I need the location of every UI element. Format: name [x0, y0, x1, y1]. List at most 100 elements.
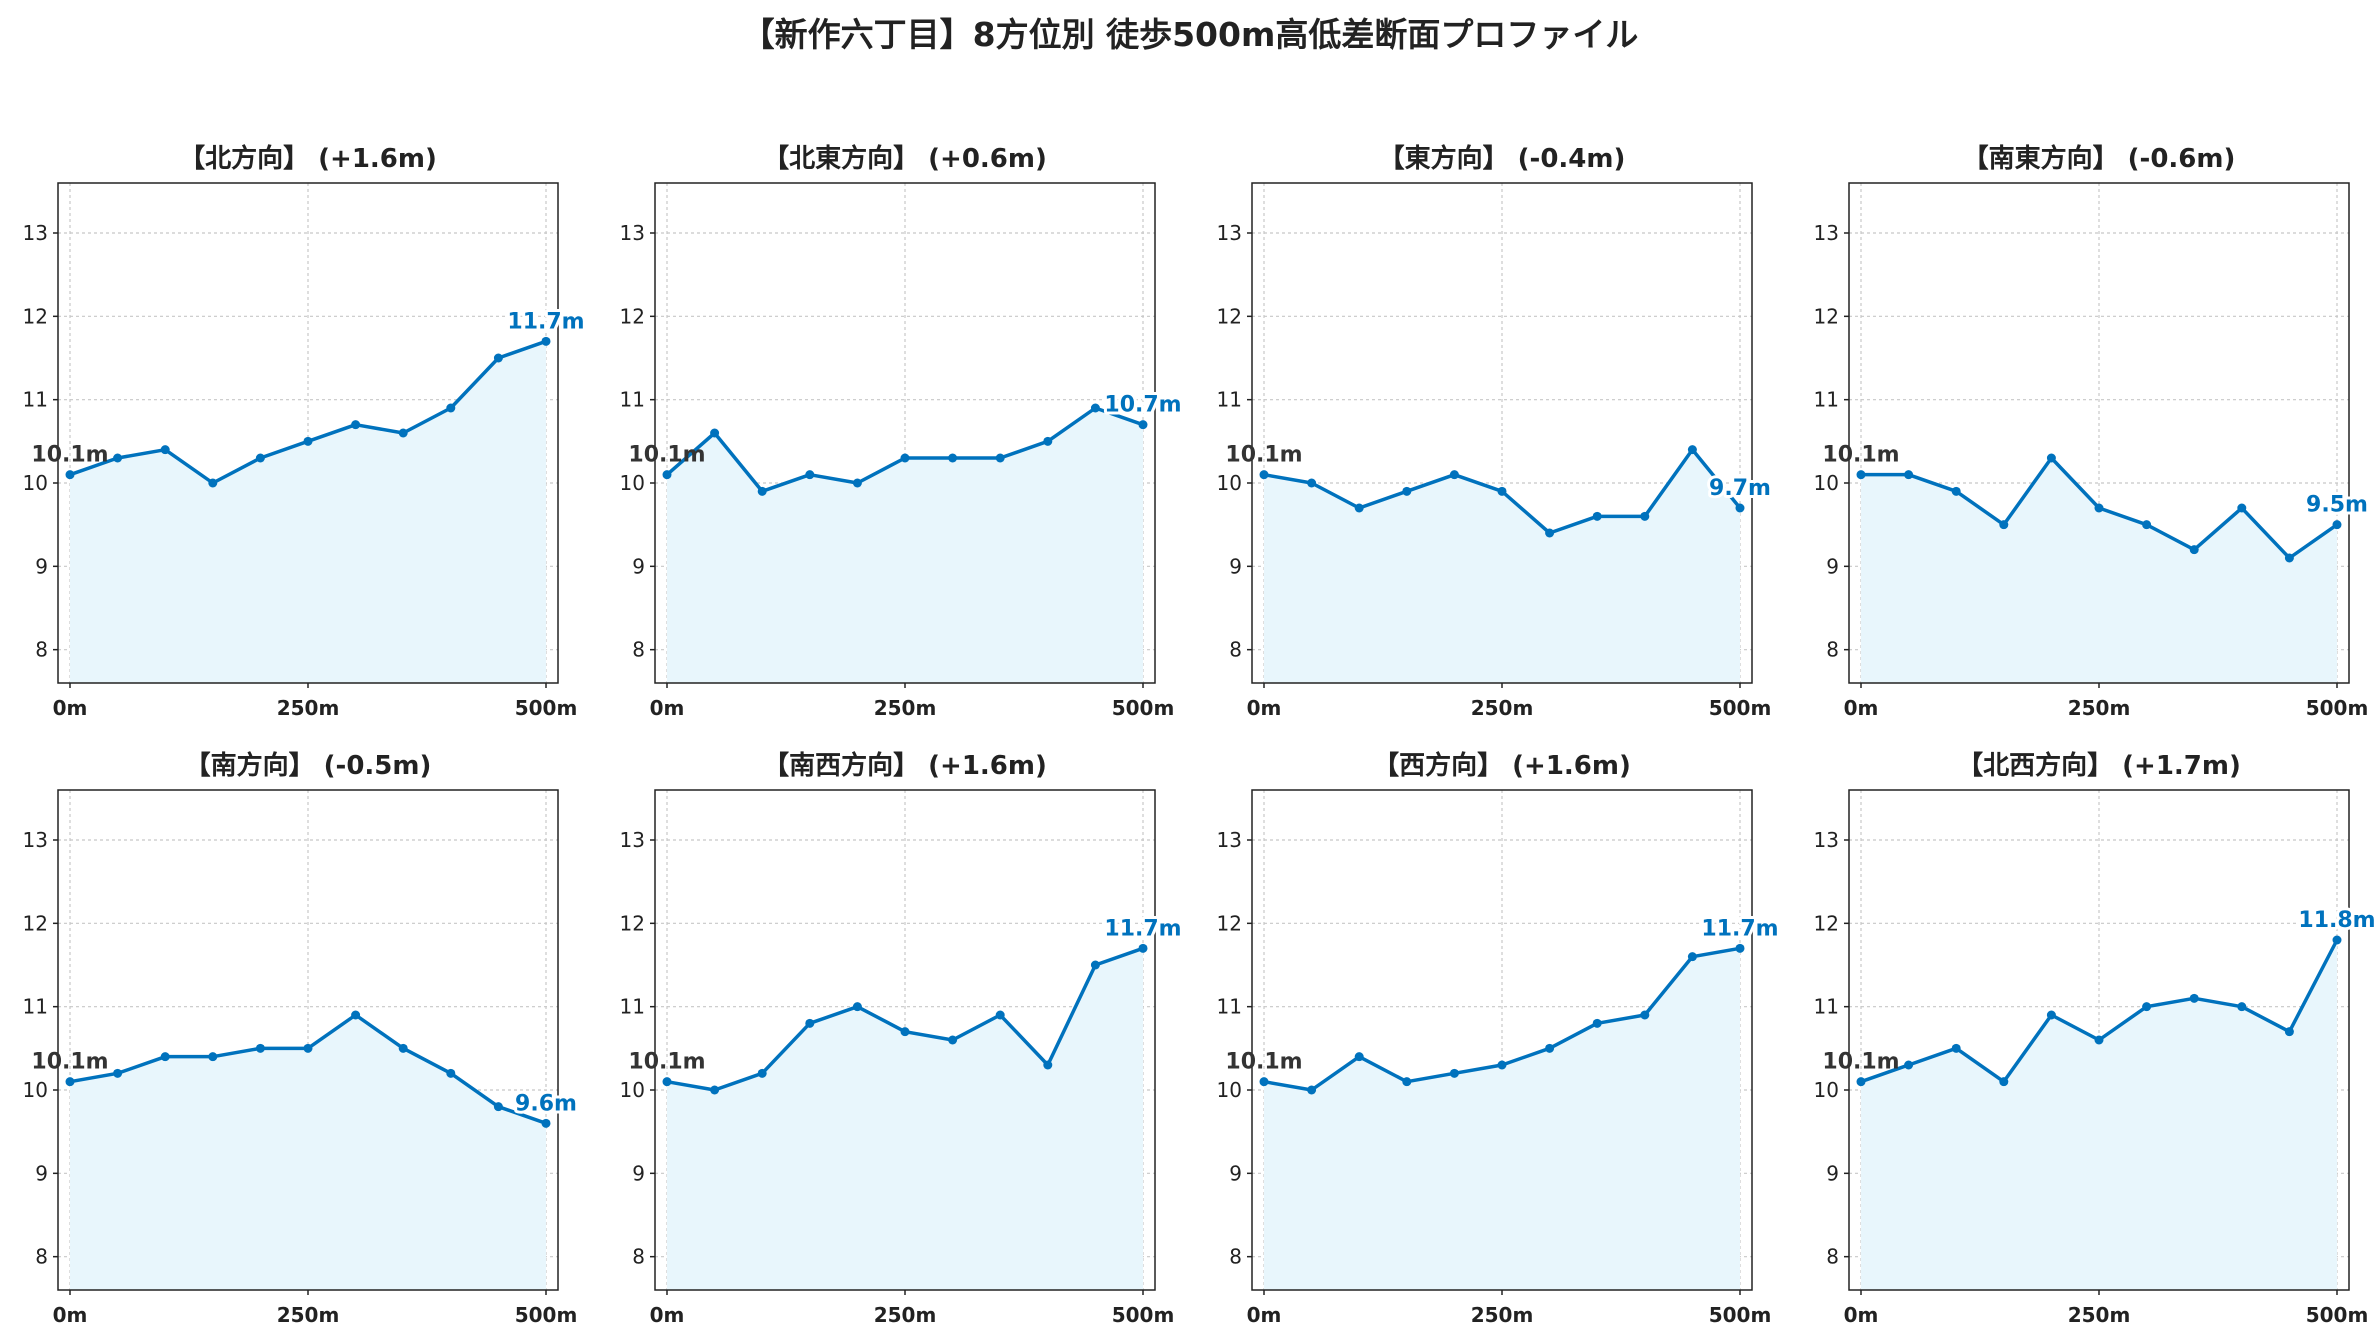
end-value-label: 9.6m: [515, 1091, 577, 1116]
y-tick-label: 11: [23, 388, 48, 412]
chart-panel-5: 【南西方向】 (+1.6m) 8 9 10 11 12 13 0m 250m 500m 10.1m 1…: [620, 750, 1185, 1327]
y-tick-label: 10: [1814, 1078, 1839, 1102]
data-point: [1735, 943, 1745, 953]
data-point: [757, 486, 767, 496]
panel-title: 【南方向】 (-0.5m): [185, 750, 432, 781]
data-point: [1090, 960, 1100, 970]
x-tick-label: 0m: [1247, 696, 1282, 720]
y-tick-label: 11: [620, 388, 645, 412]
data-point: [805, 1018, 815, 1028]
plot-frame: [1251, 182, 1753, 684]
x-tick-label: 250m: [874, 696, 937, 720]
data-point: [2142, 1002, 2152, 1012]
data-point: [1951, 486, 1961, 496]
data-point: [1497, 486, 1507, 496]
end-value-label: 11.7m: [1104, 916, 1181, 941]
data-point: [2237, 1002, 2247, 1012]
area-fill: [1861, 940, 2337, 1290]
data-point: [160, 1052, 170, 1062]
data-point: [1687, 445, 1697, 455]
data-point: [1999, 520, 2009, 530]
data-point: [1687, 952, 1697, 962]
data-point: [710, 1085, 720, 1095]
y-tick-label: 9: [632, 1161, 645, 1185]
data-point: [1307, 478, 1317, 488]
x-tick-label: 250m: [874, 1303, 937, 1327]
y-tick-label: 11: [620, 995, 645, 1019]
chart-panel-6: 【西方向】 (+1.6m) 8 9 10 11 12 13 0m 250m 500m 10.1m 11…: [1217, 750, 1782, 1327]
data-point: [493, 353, 503, 363]
plot-frame: [654, 789, 1156, 1291]
data-point: [65, 470, 75, 480]
y-tick-label: 8: [1229, 638, 1242, 662]
data-point: [2189, 545, 2199, 555]
start-value-label: 10.1m: [1822, 443, 1899, 468]
x-tick-label: 500m: [2306, 1303, 2369, 1327]
plot-frame: [1251, 789, 1753, 1291]
x-tick-label: 500m: [2306, 696, 2369, 720]
data-point: [2237, 503, 2247, 513]
x-tick-label: 250m: [2068, 696, 2131, 720]
start-value-label: 10.1m: [31, 443, 108, 468]
y-tick-label: 12: [1814, 911, 1839, 935]
data-point: [1951, 1043, 1961, 1053]
start-value-label: 10.1m: [1225, 1050, 1302, 1075]
data-point: [1904, 1060, 1914, 1070]
data-point: [303, 436, 313, 446]
data-point: [2284, 1027, 2294, 1037]
figure-title: 【新作六丁目】8方位別 徒歩500m高低差断面プロファイル: [741, 15, 1639, 54]
y-tick-label: 8: [1826, 1245, 1839, 1269]
y-tick-label: 9: [35, 1161, 48, 1185]
y-tick-label: 9: [1229, 1161, 1242, 1185]
y-tick-label: 12: [23, 304, 48, 328]
data-point: [255, 453, 265, 463]
data-point: [2284, 553, 2294, 563]
x-tick-label: 0m: [650, 1303, 685, 1327]
data-point: [1354, 503, 1364, 513]
plot-frame: [1848, 182, 2350, 684]
x-tick-label: 500m: [515, 696, 578, 720]
data-point: [852, 1002, 862, 1012]
y-tick-label: 13: [23, 221, 48, 245]
y-tick-label: 12: [23, 911, 48, 935]
data-point: [1402, 486, 1412, 496]
data-point: [710, 428, 720, 438]
y-tick-label: 11: [1217, 995, 1242, 1019]
y-tick-label: 9: [35, 554, 48, 578]
y-tick-label: 11: [1814, 995, 1839, 1019]
y-tick-label: 13: [620, 221, 645, 245]
y-tick-label: 8: [1826, 638, 1839, 662]
data-point: [255, 1043, 265, 1053]
end-value-label: 10.7m: [1104, 393, 1181, 418]
area-fill: [1861, 458, 2337, 683]
start-value-label: 10.1m: [1225, 443, 1302, 468]
y-tick-label: 10: [1814, 471, 1839, 495]
x-tick-label: 0m: [1844, 1303, 1879, 1327]
data-point: [541, 336, 551, 346]
chart-panel-0: 【北方向】 (+1.6m) 8 9 10 11 12 13 0m 250m 500m 10.1m 11…: [23, 143, 588, 720]
y-tick-label: 9: [1826, 554, 1839, 578]
panel-title: 【南西方向】 (+1.6m): [763, 750, 1047, 781]
data-point: [757, 1068, 767, 1078]
data-point: [1497, 1060, 1507, 1070]
panel-title: 【北東方向】 (+0.6m): [763, 143, 1047, 174]
panel-title: 【東方向】 (-0.4m): [1379, 143, 1626, 174]
data-point: [1735, 503, 1745, 513]
x-tick-label: 0m: [53, 1303, 88, 1327]
data-point: [1592, 511, 1602, 521]
data-point: [398, 1043, 408, 1053]
y-tick-label: 8: [35, 1245, 48, 1269]
data-point: [160, 445, 170, 455]
y-tick-label: 13: [1814, 828, 1839, 852]
area-fill: [667, 408, 1143, 683]
data-point: [493, 1102, 503, 1112]
end-value-label: 11.7m: [1701, 916, 1778, 941]
plot-frame: [654, 182, 1156, 684]
x-tick-label: 250m: [277, 696, 340, 720]
data-point: [1354, 1052, 1364, 1062]
data-point: [113, 453, 123, 463]
data-point: [303, 1043, 313, 1053]
y-tick-label: 12: [620, 304, 645, 328]
plot-frame: [1848, 789, 2350, 1291]
